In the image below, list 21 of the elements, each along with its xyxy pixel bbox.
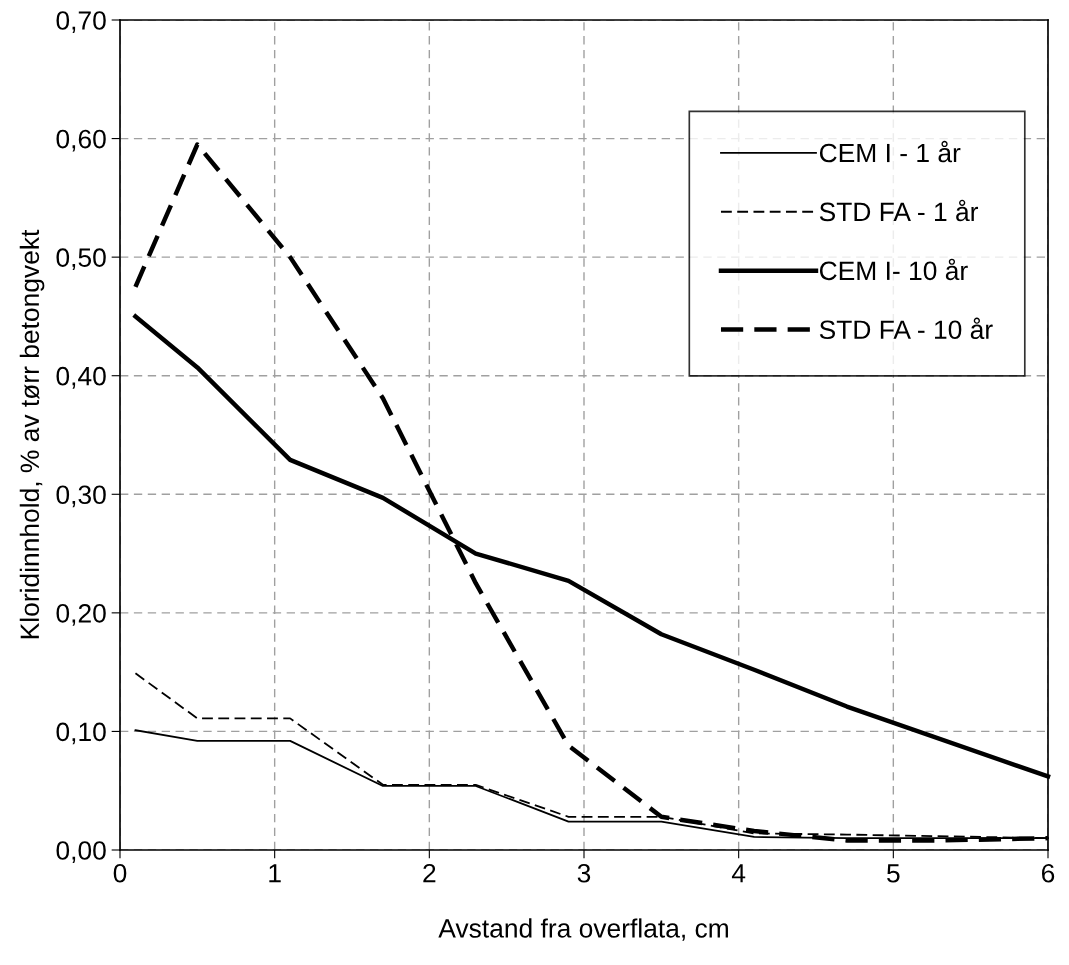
legend-label: CEM I- 10 år bbox=[819, 258, 968, 281]
x-tick-label: 3 bbox=[577, 863, 591, 883]
x-tick-label: 6 bbox=[1042, 863, 1055, 883]
x-tick-label: 2 bbox=[423, 863, 436, 883]
y-tick-label: 0,40 bbox=[56, 366, 106, 389]
y-tick-label: 0,00 bbox=[56, 841, 106, 863]
legend-label: STD FA - 10 år bbox=[819, 317, 993, 340]
x-tick-label: 1 bbox=[269, 864, 281, 883]
y-tick-label: 0,20 bbox=[56, 603, 106, 626]
legend-label: STD FA - 1 år bbox=[819, 199, 979, 222]
legend-label: CEM I - 1 år bbox=[819, 140, 961, 163]
y-tick-label: 0,10 bbox=[56, 722, 106, 745]
x-tick-label: 0 bbox=[113, 863, 127, 883]
y-tick-label: 0,30 bbox=[56, 485, 106, 508]
y-tick-label: 0,50 bbox=[56, 248, 106, 271]
x-tick-label: 4 bbox=[731, 864, 746, 883]
y-tick-label: 0,60 bbox=[56, 129, 106, 152]
y-tick-label: 0,70 bbox=[56, 11, 106, 33]
x-tick-label: 5 bbox=[887, 864, 900, 883]
y-axis-title: Kloridinnhold, % av tørr betongvekt bbox=[19, 229, 45, 639]
x-axis-title: Avstand fra overflata, cm bbox=[438, 918, 728, 941]
